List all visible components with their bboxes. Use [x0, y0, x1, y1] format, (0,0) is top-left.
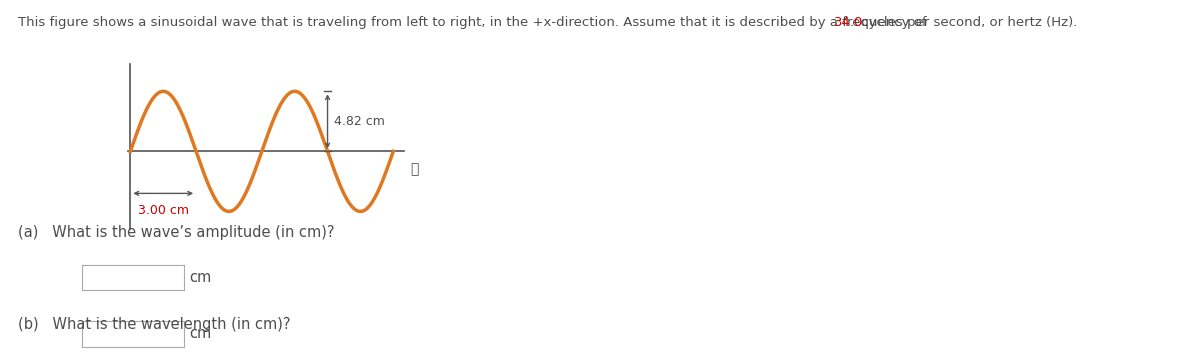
Text: ⓘ: ⓘ [410, 162, 418, 176]
Text: cm: cm [190, 270, 212, 284]
Text: This figure shows a sinusoidal wave that is traveling from left to right, in the: This figure shows a sinusoidal wave that… [18, 16, 931, 29]
Text: 3.00 cm: 3.00 cm [138, 204, 188, 217]
Text: (b)   What is the wavelength (in cm)?: (b) What is the wavelength (in cm)? [18, 317, 290, 332]
Text: 4.82 cm: 4.82 cm [335, 115, 385, 128]
Text: 34.0: 34.0 [834, 16, 863, 29]
Text: cycles per second, or hertz (Hz).: cycles per second, or hertz (Hz). [857, 16, 1078, 29]
Text: cm: cm [190, 326, 212, 341]
Text: (a)   What is the wave’s amplitude (in cm)?: (a) What is the wave’s amplitude (in cm)… [18, 225, 335, 240]
